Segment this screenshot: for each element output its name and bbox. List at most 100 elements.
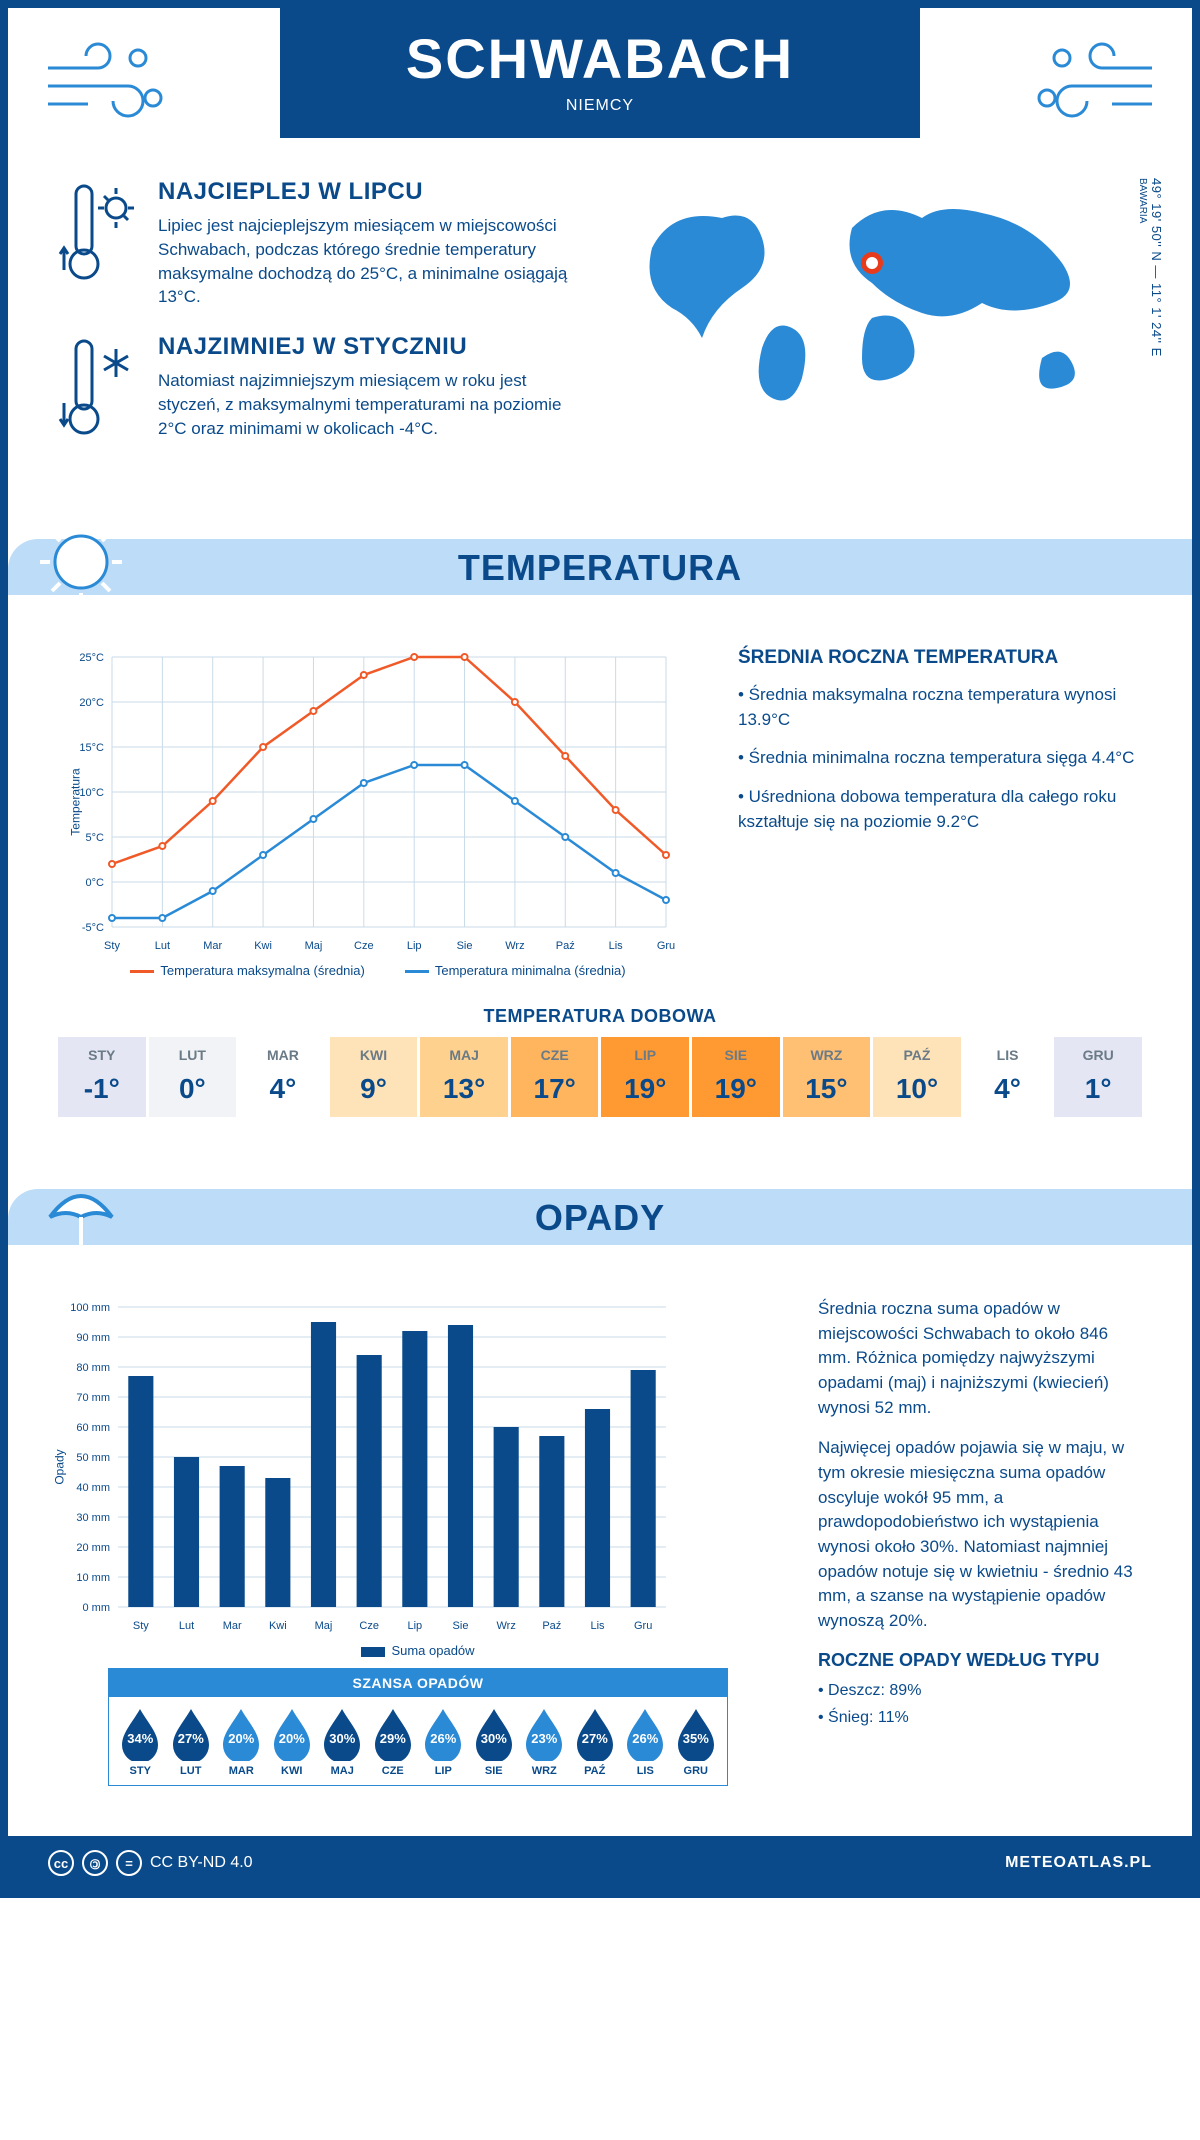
cc-icon: cc [48,1850,74,1876]
precip-type-line: • Śnieg: 11% [818,1706,1142,1729]
svg-text:20°C: 20°C [79,697,104,709]
svg-text:25°C: 25°C [79,652,104,664]
svg-text:Lut: Lut [179,1620,194,1632]
temperature-line-chart: Temperatura -5°C 0°C 5°C 10°C 15°C 20°C 25°C St… [58,647,678,957]
annual-temp-bullet: • Średnia maksymalna roczna temperatura … [738,683,1142,732]
svg-text:90 mm: 90 mm [76,1332,110,1344]
rain-chance-cell: 30%MAJ [317,1707,368,1777]
precip-paragraph: Średnia roczna suma opadów w miejscowośc… [818,1297,1142,1420]
annual-temp-title: ŚREDNIA ROCZNA TEMPERATURA [738,647,1142,669]
daily-temp-cell: LIP19° [601,1037,689,1117]
precip-type-title: ROCZNE OPADY WEDŁUG TYPU [818,1650,1142,1671]
annual-temp-bullet: • Średnia minimalna roczna temperatura s… [738,746,1142,771]
chart-ylabel: Temperatura [69,769,83,836]
precip-type-line: • Deszcz: 89% [818,1679,1142,1702]
svg-text:Paź: Paź [556,940,575,952]
daily-temp-cell: MAR4° [239,1037,327,1117]
chart-ylabel: Opady [53,1450,67,1485]
svg-text:Maj: Maj [305,940,323,952]
svg-text:Cze: Cze [359,1620,379,1632]
daily-temp-cell: WRZ15° [783,1037,871,1117]
thermometer-sun-icon [58,178,138,288]
svg-text:Mar: Mar [203,940,222,952]
svg-text:Lut: Lut [155,940,170,952]
section-title: OPADY [8,1197,1192,1239]
svg-text:Maj: Maj [315,1620,333,1632]
rain-chance-panel: SZANSA OPADÓW 34%STY 27%LUT 20%MAR 20%KW… [108,1668,728,1786]
svg-text:Cze: Cze [354,940,374,952]
svg-text:-5°C: -5°C [82,922,104,934]
daily-temp-title: TEMPERATURA DOBOWA [8,1006,1192,1027]
header: SCHWABACH NIEMCY [8,8,1192,168]
svg-text:Wrz: Wrz [496,1620,515,1632]
rain-chance-cell: 34%STY [115,1707,166,1777]
rain-chance-cell: 20%MAR [216,1707,267,1777]
section-title: TEMPERATURA [8,547,1192,589]
svg-text:0°C: 0°C [86,877,105,889]
wind-icon [38,38,168,128]
fact-cold: NAJZIMNIEJ W STYCZNIU Natomiast najzimni… [58,333,592,443]
daily-temp-cell: CZE17° [511,1037,599,1117]
rain-chance-cell: 26%LIS [620,1707,671,1777]
daily-temp-cell: LIS4° [964,1037,1052,1117]
daily-temp-cell: SIE19° [692,1037,780,1117]
svg-text:Sty: Sty [104,940,120,952]
svg-text:50 mm: 50 mm [76,1452,110,1464]
by-icon: 🄯 [82,1850,108,1876]
svg-text:20 mm: 20 mm [76,1542,110,1554]
svg-text:40 mm: 40 mm [76,1482,110,1494]
svg-text:10°C: 10°C [79,787,104,799]
annual-temp-bullet: • Uśredniona dobowa temperatura dla całe… [738,785,1142,834]
daily-temp-cell: GRU1° [1054,1037,1142,1117]
title-band: SCHWABACH NIEMCY [280,8,920,138]
svg-text:Sie: Sie [453,1620,469,1632]
svg-text:15°C: 15°C [79,742,104,754]
svg-text:0 mm: 0 mm [83,1602,111,1614]
fact-hot-title: NAJCIEPLEJ W LIPCU [158,178,592,206]
footer: cc 🄯 = CC BY-ND 4.0 METEOATLAS.PL [8,1836,1192,1890]
svg-text:Lip: Lip [407,1620,422,1632]
daily-temp-cell: LUT0° [149,1037,237,1117]
rain-chance-cell: 27%LUT [166,1707,217,1777]
chart-legend: Suma opadów [58,1643,778,1658]
svg-text:100 mm: 100 mm [70,1302,110,1314]
fact-hot: NAJCIEPLEJ W LIPCU Lipiec jest najcieple… [58,178,592,309]
rain-chance-cell: 29%CZE [368,1707,419,1777]
svg-text:Sie: Sie [457,940,473,952]
svg-text:Gru: Gru [657,940,675,952]
chart-legend: Temperatura maksymalna (średnia) Tempera… [58,963,698,978]
svg-text:Wrz: Wrz [505,940,524,952]
svg-text:5°C: 5°C [86,832,105,844]
nd-icon: = [116,1850,142,1876]
license-badge: cc 🄯 = CC BY-ND 4.0 [48,1850,253,1876]
precipitation-bar-chart: Opady 0 mm10 mm20 mm30 mm40 mm50 mm60 mm… [58,1297,678,1637]
rain-chance-cell: 23%WRZ [519,1707,570,1777]
svg-text:70 mm: 70 mm [76,1392,110,1404]
daily-temp-cell: KWI9° [330,1037,418,1117]
thermometer-snow-icon [58,333,138,443]
svg-text:Lis: Lis [609,940,624,952]
rain-chance-title: SZANSA OPADÓW [109,1669,727,1697]
svg-text:Kwi: Kwi [254,940,272,952]
daily-temp-table: STY-1°LUT0°MAR4°KWI9°MAJ13°CZE17°LIP19°S… [8,1037,1192,1117]
svg-text:10 mm: 10 mm [76,1572,110,1584]
license-text: CC BY-ND 4.0 [150,1854,253,1872]
daily-temp-cell: PAŹ10° [873,1037,961,1117]
rain-chance-cell: 26%LIP [418,1707,469,1777]
region-label: BAWARIA [1137,178,1148,223]
section-temperature: TEMPERATURA [8,517,1192,607]
svg-text:80 mm: 80 mm [76,1362,110,1374]
svg-text:Mar: Mar [223,1620,242,1632]
svg-text:Lis: Lis [590,1620,605,1632]
fact-cold-text: Natomiast najzimniejszym miesiącem w rok… [158,369,592,440]
svg-text:Lip: Lip [407,940,422,952]
daily-temp-cell: STY-1° [58,1037,146,1117]
city-title: SCHWABACH [280,26,920,91]
coordinates-label: 49° 19' 50'' N — 11° 1' 24'' E [1149,178,1164,357]
map-marker-icon [861,252,883,274]
wind-icon [1032,38,1162,128]
rain-chance-cell: 20%KWI [267,1707,318,1777]
fact-cold-title: NAJZIMNIEJ W STYCZNIU [158,333,592,361]
world-map: BAWARIA 49° 19' 50'' N — 11° 1' 24'' E [622,178,1142,467]
section-precipitation: OPADY [8,1167,1192,1257]
